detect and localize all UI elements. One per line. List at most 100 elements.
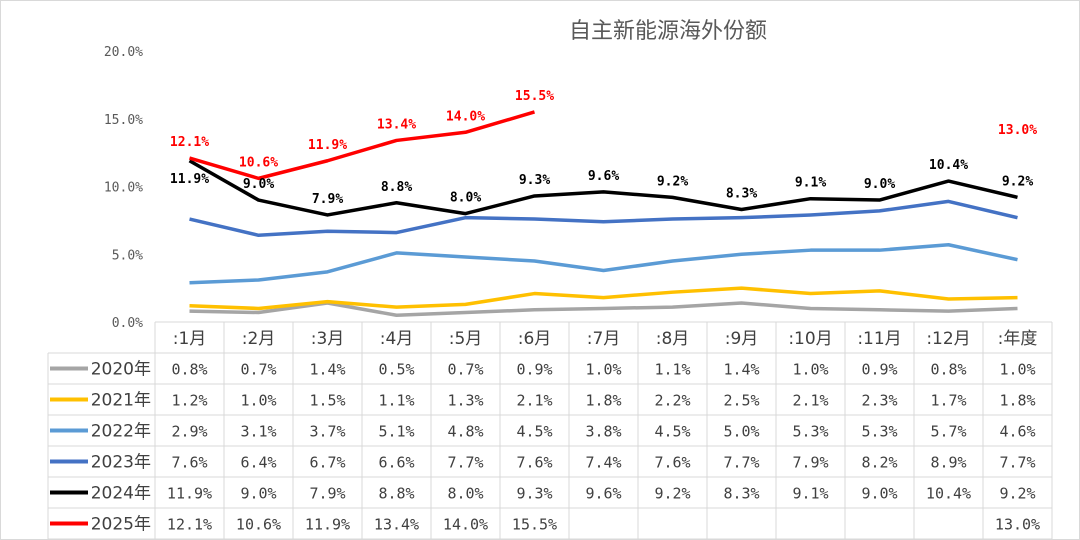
table-cell: 0.8% [171,361,207,379]
table-cell: 1.1% [378,392,414,410]
table-cell: 9.6% [585,485,621,503]
table-cell: 7.7% [447,454,483,472]
x-tick-label: :1月 [173,329,207,349]
data-label: 15.5% [515,89,554,104]
y-tick-label: 0.0% [112,316,143,331]
table-cell: 0.7% [447,361,483,379]
table-cell: 8.8% [378,485,414,503]
table-cell: 1.2% [171,392,207,410]
table-cell: 1.0% [999,361,1035,379]
data-label: 9.6% [588,169,619,184]
table-cell: 1.4% [309,361,345,379]
table-cell: 0.9% [516,361,552,379]
data-label: 12.1% [170,135,209,150]
table-cell: 2.2% [654,392,690,410]
table-cell: 1.0% [792,361,828,379]
table-cell: 5.0% [723,423,759,441]
x-tick-label: :5月 [449,329,483,349]
table-cell: 7.6% [654,454,690,472]
table-cell: 1.3% [447,392,483,410]
data-label: 9.0% [864,177,895,192]
legend-label: 2024年 [91,484,151,504]
data-label: 8.8% [381,180,412,195]
data-label: 9.2% [1002,174,1033,189]
table-cell: 4.5% [654,423,690,441]
legend-label: 2020年 [91,360,151,380]
table-cell: 0.8% [930,361,966,379]
table-cell: 2.3% [861,392,897,410]
table-cell: 9.0% [240,485,276,503]
x-tick-label: :4月 [380,329,414,349]
data-label: 8.3% [726,187,757,202]
table-cell: 1.0% [585,361,621,379]
table-cell: 3.7% [309,423,345,441]
table-cell: 11.9% [305,516,350,534]
table-cell: 8.0% [447,485,483,503]
data-label: 9.0% [243,177,274,192]
table-cell: 0.9% [861,361,897,379]
table-cell: 3.1% [240,423,276,441]
table-cell: 1.4% [723,361,759,379]
data-label: 13.0% [998,123,1037,138]
x-tick-label: :7月 [587,329,621,349]
data-label: 14.0% [446,109,485,124]
y-tick-label: 20.0% [104,45,143,60]
data-label: 10.6% [239,155,278,170]
table-cell: 11.9% [167,485,212,503]
table-cell: 9.1% [792,485,828,503]
table-cell: 9.2% [999,485,1035,503]
table-cell: 8.9% [930,454,966,472]
series-line-2021年 [189,286,1018,311]
table-cell: 5.1% [378,423,414,441]
table-cell: 5.3% [792,423,828,441]
x-tick-label: :年度 [998,329,1038,349]
table-cell: 1.0% [240,392,276,410]
table-cell: 4.5% [516,423,552,441]
y-tick-label: 15.0% [104,113,143,128]
series-line-2023年 [189,199,1018,238]
table-cell: 10.4% [926,485,971,503]
data-label: 9.2% [657,174,688,189]
data-label: 9.3% [519,173,550,188]
table-cell: 0.7% [240,361,276,379]
legend-label: 2021年 [91,391,151,411]
table-cell: 15.5% [512,516,557,534]
table-cell: 1.8% [585,392,621,410]
table-cell: 2.1% [792,392,828,410]
x-tick-label: :6月 [518,329,552,349]
y-tick-label: 5.0% [112,248,143,263]
series-line-2025年 [189,110,535,181]
x-tick-label: :11月 [857,329,901,349]
x-tick-label: :10月 [788,329,832,349]
x-tick-label: :9月 [725,329,759,349]
legend-label: 2022年 [91,422,151,442]
legend-label: 2023年 [91,453,151,473]
table-cell: 2.9% [171,423,207,441]
table-cell: 0.5% [378,361,414,379]
data-label: 11.9% [308,138,347,153]
table-cell: 13.0% [995,516,1040,534]
table-cell: 1.8% [999,392,1035,410]
table-cell: 7.7% [999,454,1035,472]
series-line-2020年 [189,301,1018,317]
table-cell: 7.9% [309,485,345,503]
x-tick-label: :8月 [656,329,690,349]
table-cell: 6.6% [378,454,414,472]
data-label: 11.9% [170,172,209,187]
table-cell: 4.8% [447,423,483,441]
table-cell: 9.2% [654,485,690,503]
data-label: 7.9% [312,192,343,207]
table-cell: 5.3% [861,423,897,441]
table-cell: 8.3% [723,485,759,503]
x-tick-label: :12月 [926,329,970,349]
table-cell: 14.0% [443,516,488,534]
series-line-2022年 [189,243,1018,285]
table-cell: 7.7% [723,454,759,472]
table-cell: 7.4% [585,454,621,472]
data-label: 8.0% [450,191,481,206]
table-cell: 8.2% [861,454,897,472]
table-cell: 6.7% [309,454,345,472]
table-cell: 5.7% [930,423,966,441]
data-label: 10.4% [929,158,968,173]
